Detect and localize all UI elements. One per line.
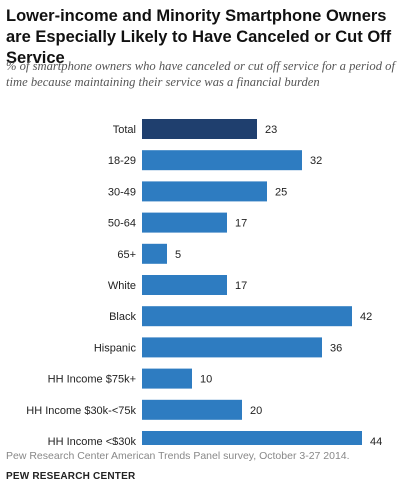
category-label-white: White <box>108 280 136 292</box>
value-label-hh-income-30k: 44 <box>370 436 382 445</box>
bar-white <box>142 275 227 295</box>
bar-50-64 <box>142 212 227 233</box>
bar-hispanic <box>142 337 322 358</box>
bar-hh-income-75k <box>142 368 192 389</box>
value-label-30-49: 25 <box>275 186 287 198</box>
category-label-65: 65+ <box>117 249 136 261</box>
value-label-total: 23 <box>265 124 277 136</box>
category-label-18-29: 18-29 <box>108 155 136 167</box>
bar-chart: Total 23 18-29 32 30-49 25 50-64 17 65+ 5 White 17 B… <box>26 119 382 445</box>
value-label-18-29: 32 <box>310 155 322 167</box>
chart-subtitle: % of smartphone owners who have canceled… <box>6 59 395 89</box>
value-label-50-64: 17 <box>235 218 247 230</box>
category-label-hispanic: Hispanic <box>94 342 137 354</box>
value-label-hh-income-30k-75k: 20 <box>250 405 262 417</box>
bar-18-29 <box>142 150 302 171</box>
value-label-black: 42 <box>360 311 372 323</box>
bar-black <box>142 306 352 327</box>
value-label-white: 17 <box>235 280 247 292</box>
category-label-50-64: 50-64 <box>108 218 136 230</box>
category-label-hh-income-75k: HH Income $75k+ <box>48 374 136 386</box>
organization-credit: PEW RESEARCH CENTER <box>6 471 136 482</box>
value-label-65: 5 <box>175 249 181 261</box>
category-label-total: Total <box>113 124 136 136</box>
category-label-hh-income-30k: HH Income <$30k <box>48 436 137 445</box>
bar-30-49 <box>142 181 267 202</box>
source-note: Pew Research Center American Trends Pane… <box>6 450 350 462</box>
category-label-black: Black <box>109 311 136 323</box>
category-label-hh-income-30k-75k: HH Income $30k-<75k <box>26 405 136 417</box>
category-label-30-49: 30-49 <box>108 186 136 198</box>
value-label-hh-income-75k: 10 <box>200 374 212 386</box>
value-label-hispanic: 36 <box>330 342 342 354</box>
bar-hh-income-30k <box>142 431 362 445</box>
bar-65 <box>142 243 167 264</box>
bar-total <box>142 119 257 139</box>
bar-hh-income-30k-75k <box>142 399 242 420</box>
chart-title: Lower-income and Minority Smartphone Own… <box>6 7 392 67</box>
